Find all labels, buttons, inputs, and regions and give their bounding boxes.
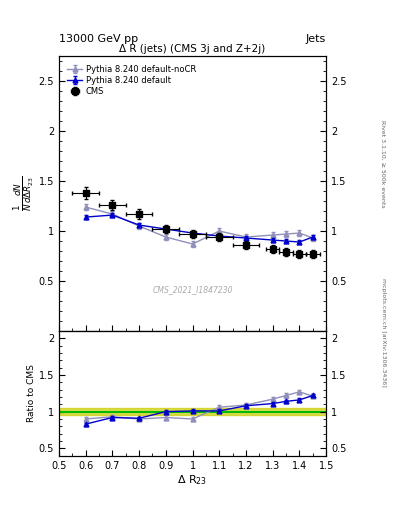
Text: Jets: Jets (306, 33, 326, 44)
Text: mcplots.cern.ch [arXiv:1306.3436]: mcplots.cern.ch [arXiv:1306.3436] (381, 279, 386, 387)
Y-axis label: Ratio to CMS: Ratio to CMS (27, 365, 36, 422)
Text: CMS_2021_I1847230: CMS_2021_I1847230 (152, 285, 233, 294)
Text: Rivet 3.1.10, ≥ 500k events: Rivet 3.1.10, ≥ 500k events (381, 120, 386, 208)
Bar (59, 408, 326, 415)
X-axis label: Δ R$_{23}$: Δ R$_{23}$ (178, 473, 208, 487)
Y-axis label: $\frac{1}{N}\frac{dN}{d\Delta R_{23}}$: $\frac{1}{N}\frac{dN}{d\Delta R_{23}}$ (13, 176, 36, 211)
Legend: Pythia 8.240 default-noCR, Pythia 8.240 default, CMS: Pythia 8.240 default-noCR, Pythia 8.240 … (66, 63, 198, 98)
Title: Δ R (jets) (CMS 3j and Z+2j): Δ R (jets) (CMS 3j and Z+2j) (119, 44, 266, 54)
Text: 13000 GeV pp: 13000 GeV pp (59, 33, 138, 44)
